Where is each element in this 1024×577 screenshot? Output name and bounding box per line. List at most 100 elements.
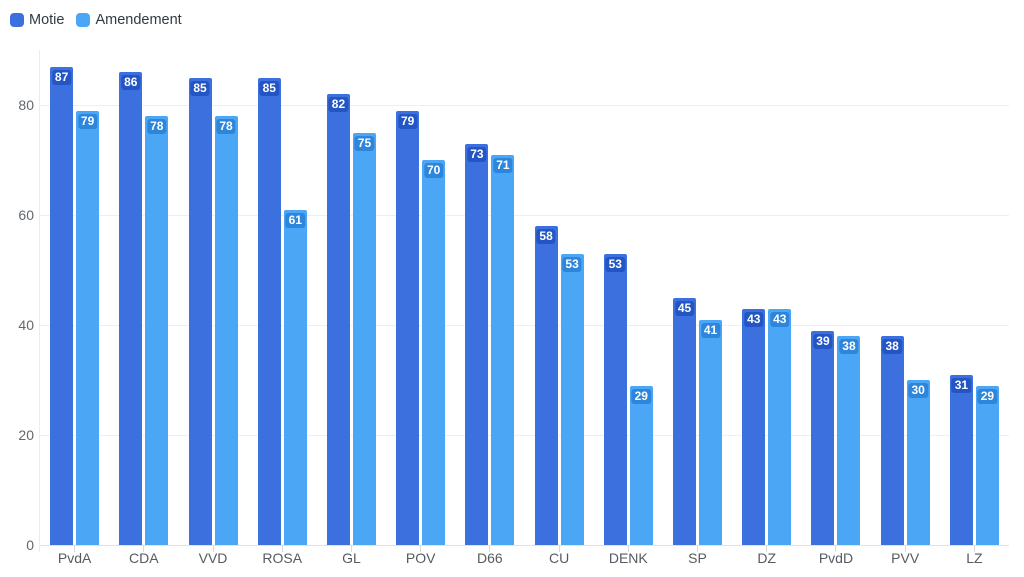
y-axis-tick-label: 0 bbox=[26, 537, 34, 553]
x-axis-label-gl: GL bbox=[342, 550, 361, 566]
legend-item-amendement[interactable]: Amendement bbox=[76, 12, 182, 28]
bar-amendement-gl: 75 bbox=[352, 132, 376, 545]
bar-value-label: 87 bbox=[51, 69, 72, 85]
x-axis-label-pvda: PvdA bbox=[57, 550, 92, 566]
x-axis-label-sp: SP bbox=[688, 550, 707, 566]
bar-value-label: 38 bbox=[839, 339, 859, 354]
bar-amendement-vvd: 78 bbox=[214, 116, 238, 545]
bar-value-label: 82 bbox=[328, 97, 349, 112]
x-axis-tick bbox=[350, 545, 352, 552]
y-axis-tick-label: 40 bbox=[18, 317, 34, 333]
x-axis-line bbox=[40, 545, 1009, 546]
bar-amendement-cda: 78 bbox=[145, 116, 169, 545]
x-axis-tick bbox=[212, 545, 214, 552]
bar-value-label: 85 bbox=[190, 80, 210, 96]
x-axis-tick bbox=[766, 545, 768, 552]
bar-value-label: 30 bbox=[908, 383, 928, 398]
plot-area: 0 20 40 60 80 87 79 PvdA 86 78 CDA 85 78 VVD 85 61 ROSA 8… bbox=[18, 50, 1009, 566]
bar-amendement-d66: 71 bbox=[491, 154, 515, 545]
x-axis-tick bbox=[973, 545, 975, 552]
bar-value-label: 39 bbox=[813, 333, 833, 349]
x-axis-label-cda: CDA bbox=[129, 550, 159, 566]
x-axis-label-lz: LZ bbox=[966, 550, 983, 566]
bar-amendement-pov: 70 bbox=[422, 160, 446, 545]
bar-amendement-pvv: 30 bbox=[906, 380, 930, 545]
bar-amendement-cu: 53 bbox=[560, 253, 584, 545]
bar-amendement-pvdd: 38 bbox=[837, 336, 861, 545]
bar-value-label: 58 bbox=[536, 229, 556, 244]
x-axis-label-pov: POV bbox=[405, 550, 436, 566]
bar-value-label: 29 bbox=[631, 388, 651, 404]
bar-motie-lz: 31 bbox=[949, 374, 973, 545]
bar-amendement-rosa: 61 bbox=[283, 209, 307, 545]
bar-motie-pvdd: 39 bbox=[811, 330, 835, 545]
bar-value-label: 43 bbox=[770, 311, 790, 327]
x-axis-tick bbox=[489, 545, 491, 552]
x-axis-tick bbox=[558, 545, 560, 552]
x-axis-tick bbox=[281, 545, 283, 552]
bar-value-label: 71 bbox=[493, 157, 513, 173]
gridline bbox=[40, 104, 1009, 106]
legend-item-motie[interactable]: Motie bbox=[10, 12, 64, 28]
bar-value-label: 53 bbox=[605, 256, 625, 272]
x-axis-tick bbox=[904, 545, 906, 552]
legend: Motie Amendement bbox=[10, 12, 182, 28]
bar-motie-cda: 86 bbox=[119, 72, 143, 545]
y-axis-line bbox=[39, 50, 40, 552]
x-axis-tick bbox=[143, 545, 145, 552]
bar-amendement-dz: 43 bbox=[768, 308, 792, 545]
bar-amendement-pvda: 79 bbox=[76, 110, 100, 545]
bar-value-label: 43 bbox=[744, 311, 764, 327]
bar-motie-pov: 79 bbox=[396, 110, 420, 545]
x-axis-tick bbox=[74, 545, 76, 552]
bar-motie-denk: 53 bbox=[603, 253, 627, 545]
bar-amendement-sp: 41 bbox=[699, 319, 723, 545]
bar-value-label: 31 bbox=[951, 377, 972, 393]
bar-motie-rosa: 85 bbox=[257, 77, 281, 545]
gridline bbox=[40, 324, 1009, 326]
bar-motie-dz: 43 bbox=[742, 308, 766, 545]
bar-motie-sp: 45 bbox=[673, 297, 697, 545]
x-axis-label-rosa: ROSA bbox=[262, 550, 303, 566]
x-axis-tick bbox=[835, 545, 837, 552]
bar-motie-gl: 82 bbox=[326, 94, 350, 545]
bar-motie-vvd: 85 bbox=[188, 77, 212, 545]
x-axis-tick bbox=[420, 545, 422, 552]
bar-amendement-denk: 29 bbox=[629, 385, 653, 545]
x-axis-label-cu: CU bbox=[548, 550, 570, 566]
legend-swatch-icon bbox=[76, 13, 91, 27]
y-axis-tick-label: 80 bbox=[18, 97, 34, 113]
bar-value-label: 70 bbox=[423, 163, 444, 178]
x-axis-label-vvd: VVD bbox=[198, 550, 228, 566]
bar-amendement-lz: 29 bbox=[975, 385, 999, 545]
bar-value-label: 29 bbox=[977, 388, 998, 404]
bar-value-label: 78 bbox=[216, 119, 236, 134]
bar-value-label: 85 bbox=[259, 80, 279, 96]
legend-label: Motie bbox=[29, 12, 65, 28]
x-axis-tick bbox=[697, 545, 699, 552]
bar-motie-cu: 58 bbox=[534, 226, 558, 545]
x-axis-tick bbox=[627, 545, 629, 552]
bar-value-label: 79 bbox=[397, 113, 418, 129]
bar-motie-pvv: 38 bbox=[880, 336, 904, 545]
bar-value-label: 75 bbox=[354, 135, 375, 151]
legend-swatch-icon bbox=[10, 13, 24, 27]
bar-value-label: 41 bbox=[700, 322, 721, 338]
bar-value-label: 38 bbox=[882, 339, 902, 354]
gridline bbox=[40, 434, 1009, 436]
x-axis-label-dz: DZ bbox=[757, 550, 777, 566]
bar-value-label: 53 bbox=[562, 256, 582, 272]
x-axis-label-d66: D66 bbox=[477, 550, 503, 566]
x-axis-label-pvdd: PvdD bbox=[818, 550, 854, 566]
bar-value-label: 86 bbox=[121, 75, 141, 90]
bar-value-label: 78 bbox=[147, 119, 167, 134]
bar-value-label: 61 bbox=[285, 212, 305, 228]
x-axis-label-denk: DENK bbox=[608, 550, 648, 566]
bar-motie-pvda: 87 bbox=[50, 66, 74, 545]
legend-label: Amendement bbox=[95, 12, 182, 28]
bar-value-label: 79 bbox=[77, 113, 98, 129]
y-axis-tick-label: 60 bbox=[18, 207, 34, 223]
gridline bbox=[40, 214, 1009, 216]
bar-value-label: 73 bbox=[467, 146, 487, 162]
